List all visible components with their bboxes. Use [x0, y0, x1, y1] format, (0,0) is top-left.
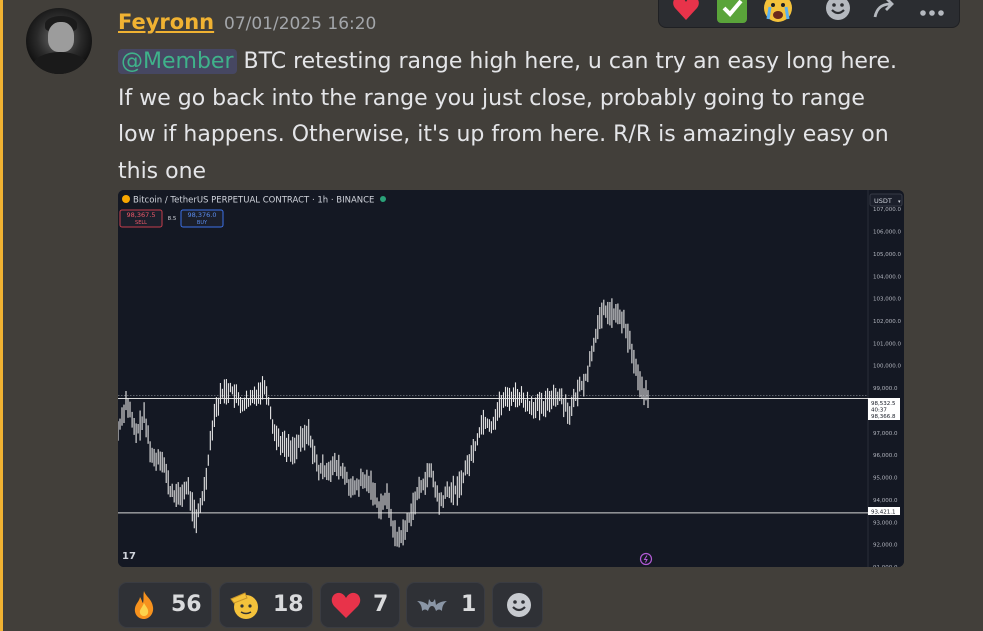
- price-tick-label: 106,000.0: [873, 230, 901, 236]
- range-lines: [118, 395, 868, 514]
- reaction-bat[interactable]: 1: [406, 582, 485, 628]
- reaction-salute[interactable]: 18: [219, 582, 313, 628]
- highlight-bar: [0, 0, 3, 631]
- currency-selector[interactable]: [869, 193, 903, 207]
- svg-text:SELL: SELL: [135, 220, 147, 226]
- chart-image-attachment[interactable]: Bitcoin / TetherUS PERPETUAL CONTRACT · …: [118, 190, 904, 567]
- buy-button[interactable]: [180, 209, 224, 228]
- price-tick-label: 99,000.0: [873, 386, 898, 392]
- message-text: BTC retesting range high here, u can try…: [118, 49, 898, 184]
- more-icon[interactable]: [915, 0, 949, 23]
- sell-button[interactable]: [119, 209, 163, 228]
- price-tick-label: 101,000.0: [873, 341, 901, 347]
- svg-text:98,367.5: 98,367.5: [127, 211, 156, 219]
- svg-text:▾: ▾: [898, 199, 901, 205]
- svg-text:40:37: 40:37: [871, 408, 887, 414]
- price-tick-label: 91,000.0: [873, 565, 898, 567]
- chart-header: Bitcoin / TetherUS PERPETUAL CONTRACT · …: [133, 196, 374, 206]
- crying-face-icon[interactable]: [761, 0, 795, 23]
- add-reaction-icon: [507, 593, 531, 617]
- message-content: @Member BTC retesting range high here, u…: [118, 44, 908, 190]
- price-tick-label: 95,000.0: [873, 476, 898, 482]
- reaction-fire[interactable]: 56: [118, 582, 212, 628]
- svg-text:98,532.5: 98,532.5: [871, 401, 896, 407]
- bitcoin-icon: [122, 195, 130, 203]
- price-tick-label: 97,000.0: [873, 431, 898, 437]
- user-mention[interactable]: @Member: [118, 49, 237, 74]
- price-series: [118, 298, 649, 548]
- svg-text:BUY: BUY: [197, 220, 208, 226]
- svg-text:USDT: USDT: [874, 197, 892, 205]
- timestamp[interactable]: 07/01/2025 16:20: [224, 14, 377, 34]
- reaction-heart[interactable]: 7: [320, 582, 400, 628]
- heart-emoji: [331, 592, 361, 618]
- current-price-tag: [868, 398, 900, 420]
- svg-text:93,421.1: 93,421.1: [871, 510, 896, 516]
- price-tick-label: 105,000.0: [873, 252, 901, 258]
- reaction-count: 18: [273, 592, 304, 617]
- price-tick-label: 104,000.0: [873, 274, 901, 280]
- saluting-face-emoji: [230, 592, 258, 619]
- reaction-count: 7: [373, 592, 389, 617]
- username[interactable]: Feyronn: [118, 10, 215, 34]
- price-tick-label: 96,000.0: [873, 453, 898, 459]
- price-tick-label: 94,000.0: [873, 498, 898, 504]
- avatar[interactable]: [26, 8, 92, 74]
- price-axis: 107,000.0 106,000.0 105,000.0 104,000.0 103,…: [873, 207, 901, 567]
- reply-icon[interactable]: [867, 0, 901, 23]
- message-actions-toolbar: [658, 0, 960, 28]
- message-header: Feyronn 07/01/2025 16:20: [118, 10, 376, 38]
- price-tick-label: 93,000.0: [873, 520, 898, 526]
- lightning-icon[interactable]: [639, 552, 653, 566]
- svg-text:98,366.8: 98,366.8: [871, 414, 896, 420]
- price-tick-label: 107,000.0: [873, 207, 901, 213]
- range-low-tag: [868, 507, 900, 515]
- bat-emoji: [417, 599, 447, 611]
- price-chart: Bitcoin / TetherUS PERPETUAL CONTRACT · …: [118, 190, 904, 567]
- tradingview-logo: 17: [122, 551, 136, 562]
- add-reaction-button[interactable]: [492, 582, 543, 628]
- reaction-count: 56: [171, 592, 202, 617]
- reaction-count: 1: [461, 592, 477, 617]
- check-icon[interactable]: [715, 0, 749, 23]
- fire-emoji: [134, 591, 154, 619]
- market-status-icon: [380, 196, 386, 202]
- add-reaction-icon[interactable]: [821, 0, 855, 23]
- price-tick-label: 102,000.0: [873, 319, 901, 325]
- price-tick-label: 92,000.0: [873, 543, 898, 549]
- svg-text:98,376.0: 98,376.0: [188, 211, 217, 219]
- price-tick-label: 103,000.0: [873, 297, 901, 303]
- spread-value: 8.5: [168, 216, 177, 222]
- price-tick-label: 100,000.0: [873, 364, 901, 370]
- heart-icon[interactable]: [669, 0, 703, 23]
